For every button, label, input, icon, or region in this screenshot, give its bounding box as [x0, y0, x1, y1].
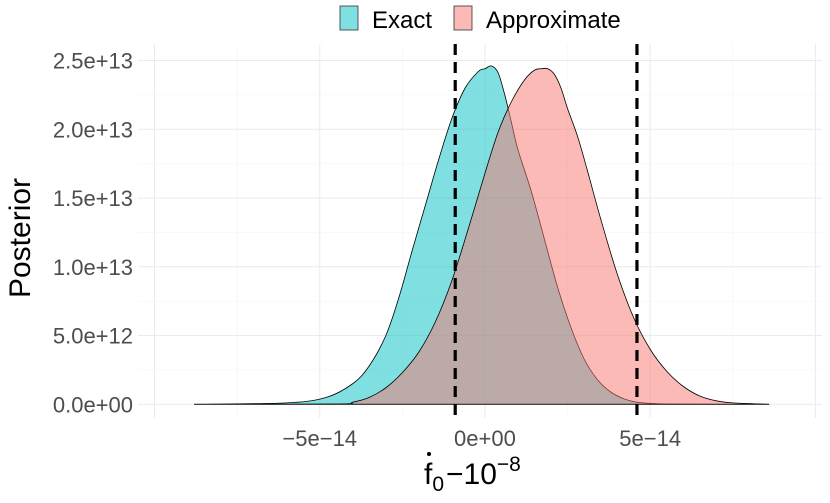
legend: Exact Approximate	[339, 5, 621, 34]
svg-text:f0−10−8: f0−10−8	[424, 453, 521, 496]
x-tick-label: 0e+00	[454, 426, 516, 451]
y-tick-label: 0.0e+00	[53, 392, 133, 417]
x-title-symbol: f	[424, 458, 433, 491]
x-tick-label: −5e−14	[282, 426, 357, 451]
y-tick-label: 2.0e+13	[53, 117, 133, 142]
y-tick-label: 5.0e+12	[53, 324, 133, 349]
legend-swatch-exact	[339, 5, 359, 31]
x-title-minus-ten: −10	[446, 458, 497, 491]
x-title-exponent: −8	[497, 453, 521, 476]
y-tick-labels: 0.0e+00 5.0e+12 1.0e+13 1.5e+13 2.0e+13 2.5e+…	[53, 49, 133, 418]
legend-label-exact: Exact	[372, 7, 432, 34]
y-axis-title: Posterior	[4, 178, 37, 298]
y-tick-label: 1.0e+13	[53, 255, 133, 280]
legend-label-approximate: Approximate	[486, 7, 621, 34]
x-title-subscript: 0	[432, 473, 444, 496]
legend-swatch-approximate	[453, 5, 473, 31]
x-title-dot	[427, 452, 431, 456]
y-tick-label: 1.5e+13	[53, 186, 133, 211]
density-area-approximate	[194, 67, 770, 405]
x-axis-title: f0−10−8	[424, 452, 521, 496]
density-areas	[194, 65, 770, 405]
x-tick-labels: −5e−14 0e+00 5e−14	[282, 426, 681, 451]
y-tick-label: 2.5e+13	[53, 49, 133, 74]
credible-interval-lines	[453, 44, 639, 418]
x-tick-label: 5e−14	[619, 426, 681, 451]
